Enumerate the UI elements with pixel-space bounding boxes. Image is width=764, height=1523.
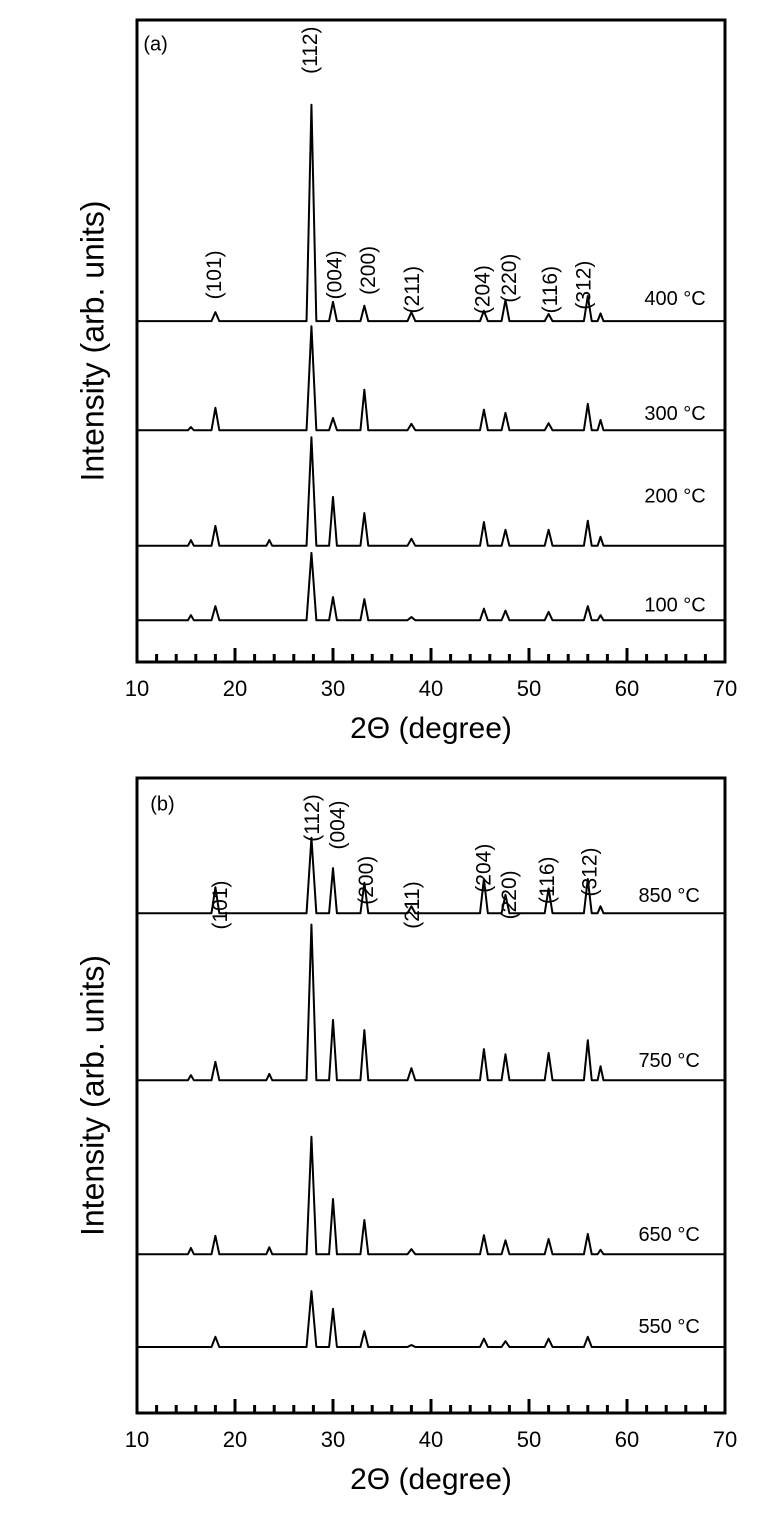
x-tick-label: 60 <box>615 676 639 701</box>
y-axis-label: Intensity (arb. units) <box>74 955 110 1236</box>
plot-frame <box>135 18 727 664</box>
peak-label: (211) <box>401 266 424 313</box>
panel-label: (b) <box>150 794 174 816</box>
xrd-pattern <box>137 923 725 1082</box>
x-tick-label: 20 <box>223 1427 247 1452</box>
peak-label: (312) <box>572 261 595 310</box>
peak-label: (004) <box>326 800 349 849</box>
y-axis-label: Intensity (arb. units) <box>74 201 110 482</box>
peak-label: (112) <box>301 794 324 841</box>
series-label: 400 °C <box>644 288 705 310</box>
xrd-pattern <box>137 551 725 622</box>
peak-label: (116) <box>539 266 562 313</box>
panel-label: (a) <box>143 33 167 55</box>
x-tick-label: 40 <box>419 1427 443 1452</box>
x-axis-label: 2Θ (degree) <box>350 1463 512 1496</box>
xrd-pattern <box>137 836 725 915</box>
x-tick-label: 50 <box>517 1427 541 1452</box>
peak-label: (220) <box>498 870 521 919</box>
xrd-pattern <box>137 103 725 323</box>
xrd-pattern <box>137 325 725 432</box>
x-tick-label: 30 <box>321 1427 345 1452</box>
peak-label: (211) <box>401 881 424 928</box>
x-tick-label: 70 <box>713 1427 737 1452</box>
x-tick-label: 30 <box>321 676 345 701</box>
peak-label: (312) <box>578 847 601 896</box>
series-label: 300 °C <box>644 403 705 425</box>
peak-label: (200) <box>355 856 378 905</box>
xrd-pattern <box>137 1135 725 1256</box>
peak-label: (204) <box>471 265 494 314</box>
peak-label: (004) <box>323 250 346 299</box>
peak-label: (200) <box>357 246 380 295</box>
x-tick-label: 40 <box>419 676 443 701</box>
series-label: 100 °C <box>644 594 705 616</box>
peak-label: (101) <box>209 880 232 929</box>
peak-label: (101) <box>203 250 226 299</box>
series-label: 650 °C <box>638 1224 699 1246</box>
series-label: 850 °C <box>638 885 699 907</box>
x-tick-label: 70 <box>713 676 737 701</box>
peak-label: (220) <box>498 254 521 303</box>
series-label: 550 °C <box>638 1316 699 1338</box>
peak-label: (112) <box>299 26 322 73</box>
x-tick-label: 50 <box>517 676 541 701</box>
x-tick-label: 20 <box>223 676 247 701</box>
peak-label: (116) <box>536 857 559 904</box>
peak-label: (204) <box>472 844 495 893</box>
x-tick-label: 10 <box>125 1427 149 1452</box>
series-label: 200 °C <box>644 485 705 507</box>
xrd-pattern <box>137 1290 725 1348</box>
series-label: 750 °C <box>638 1050 699 1072</box>
x-axis-label: 2Θ (degree) <box>350 712 512 745</box>
xrd-pattern <box>137 436 725 547</box>
x-tick-label: 10 <box>125 676 149 701</box>
plot-frame <box>135 776 727 1415</box>
x-tick-label: 60 <box>615 1427 639 1452</box>
